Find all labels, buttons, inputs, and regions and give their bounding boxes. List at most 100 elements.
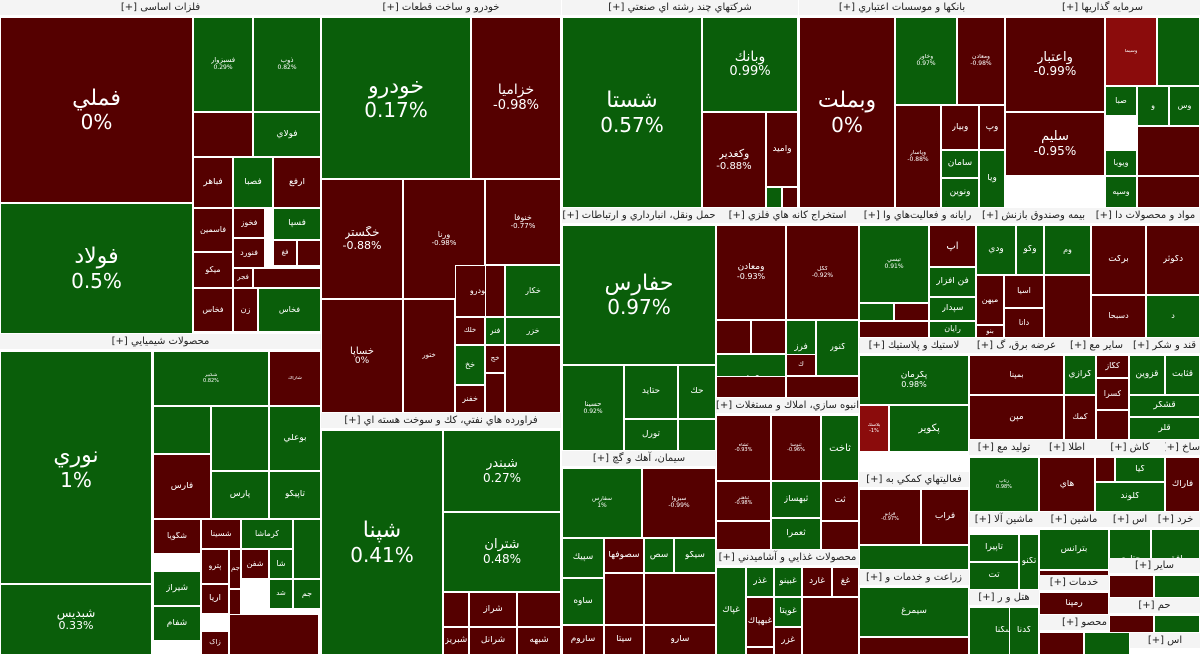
stock-tile[interactable]: ثباهنر -0.98% <box>716 481 771 521</box>
stock-tile[interactable]: سامان <box>941 150 979 178</box>
stock-tile[interactable]: ك <box>786 354 816 376</box>
stock-tile[interactable]: شبريز <box>443 627 469 655</box>
minor-stock-tile[interactable] <box>443 592 469 627</box>
stock-tile[interactable]: سبزوا -0.99% <box>642 468 716 538</box>
stock-tile[interactable]: غذر <box>746 567 774 597</box>
stock-tile[interactable]: ودي <box>976 225 1016 275</box>
stock-tile[interactable]: مپن <box>969 395 1064 440</box>
stock-tile[interactable]: غزر <box>774 627 802 655</box>
stock-tile[interactable]: قلر <box>1129 417 1200 440</box>
stock-tile[interactable]: ثشاه -0.93% <box>716 415 771 481</box>
stock-tile[interactable]: وبانك 0.99% <box>702 17 798 112</box>
stock-tile[interactable]: شاراك <box>269 351 321 406</box>
stock-tile[interactable]: فسپا <box>273 208 321 240</box>
stock-tile[interactable]: وپ <box>979 105 1005 150</box>
minor-stock-tile[interactable] <box>751 320 786 354</box>
minor-stock-tile[interactable] <box>1109 575 1154 598</box>
stock-tile[interactable]: فرابو -0.97% <box>859 489 921 545</box>
minor-stock-tile[interactable] <box>1154 575 1200 598</box>
stock-tile[interactable]: غپاك <box>716 567 746 655</box>
stock-tile[interactable]: ذوب 0.82% <box>253 17 321 112</box>
stock-tile[interactable]: خساپا 0% <box>321 299 403 413</box>
stock-tile[interactable]: وس <box>1169 86 1200 126</box>
stock-tile[interactable]: قشكر <box>1129 395 1200 417</box>
sector-title[interactable]: انبوه سازي، املاك و مستغلات [+] <box>716 398 859 413</box>
stock-tile[interactable]: وبيار <box>941 105 979 150</box>
minor-stock-tile[interactable] <box>1084 632 1130 655</box>
stock-tile[interactable]: غبينو <box>774 567 802 597</box>
stock-tile[interactable]: خودرو 0.17% <box>321 17 471 179</box>
sector-title[interactable]: ساير [+] <box>1109 558 1200 573</box>
sector-title[interactable]: فراورده هاي نفتي، كك و سوخت هسته اي [+] <box>321 413 561 428</box>
stock-tile[interactable]: دانا <box>1004 308 1044 338</box>
minor-stock-tile[interactable] <box>1137 176 1200 208</box>
stock-tile[interactable]: خفنر <box>455 385 485 413</box>
stock-tile[interactable]: تاپيرا <box>969 534 1019 562</box>
sector-title[interactable]: شرکتهاي چند رشته اي صنعتي [+] <box>562 0 798 15</box>
stock-tile[interactable]: تيسي 0.91% <box>859 225 929 303</box>
stock-tile[interactable]: د <box>1146 295 1200 338</box>
stock-tile[interactable]: حفارس 0.97% <box>562 225 716 365</box>
minor-stock-tile[interactable] <box>782 187 798 208</box>
stock-tile[interactable]: تاپيكو <box>269 471 321 519</box>
stock-tile[interactable]: ومعادن -0.98% <box>957 17 1005 105</box>
minor-stock-tile[interactable] <box>766 187 782 208</box>
stock-tile[interactable]: حسينا 0.92% <box>562 365 624 451</box>
stock-tile[interactable]: ثبهساز <box>771 481 821 518</box>
sector-title[interactable]: خدمات [+] <box>1039 575 1109 590</box>
stock-tile[interactable]: وبملت 0% <box>799 17 895 208</box>
stock-tile[interactable]: شتران 0.48% <box>443 512 561 592</box>
stock-tile[interactable]: غآرد <box>802 567 832 597</box>
minor-stock-tile[interactable] <box>1095 457 1115 482</box>
minor-stock-tile[interactable] <box>786 376 859 398</box>
stock-tile[interactable]: جم <box>293 579 321 609</box>
sector-title[interactable]: استخراج کانه هاي فلزي [+] <box>716 208 859 223</box>
stock-tile[interactable]: شد <box>269 579 293 609</box>
stock-tile[interactable]: فنورد <box>233 238 265 268</box>
stock-tile[interactable]: فخاس <box>193 288 233 332</box>
stock-tile[interactable]: فن افزار <box>929 267 976 297</box>
stock-tile[interactable]: نوري 1% <box>0 351 152 584</box>
sector-title[interactable]: عرضه برق، گ [+] <box>969 338 1064 353</box>
stock-tile[interactable]: خزاميا -0.98% <box>471 17 561 179</box>
stock-tile[interactable]: وم <box>1044 225 1091 275</box>
minor-stock-tile[interactable] <box>293 519 321 579</box>
stock-tile[interactable]: كرماشا <box>241 519 293 549</box>
stock-tile[interactable]: شگويا <box>153 519 201 554</box>
stock-tile[interactable]: كسرا <box>1096 378 1129 410</box>
stock-tile[interactable]: فباهر <box>193 157 233 208</box>
stock-tile[interactable]: رمپنا <box>1039 592 1109 615</box>
stock-tile[interactable]: سيتا <box>604 625 644 655</box>
minor-stock-tile[interactable] <box>229 614 319 655</box>
stock-tile[interactable]: ميكو <box>193 252 233 288</box>
minor-stock-tile[interactable] <box>1154 615 1200 633</box>
stock-tile[interactable]: ساوه <box>562 578 604 625</box>
stock-tile[interactable]: فنر <box>485 317 505 345</box>
stock-tile[interactable]: كرازي <box>1064 355 1096 395</box>
minor-stock-tile[interactable] <box>505 345 561 413</box>
minor-stock-tile[interactable] <box>859 303 894 321</box>
minor-stock-tile[interactable] <box>485 373 505 413</box>
stock-tile[interactable]: سيمرغ <box>859 587 969 637</box>
stock-tile[interactable]: سارو <box>644 625 716 655</box>
stock-tile[interactable]: صبا <box>1105 86 1137 116</box>
minor-stock-tile[interactable] <box>716 320 751 354</box>
minor-stock-tile[interactable] <box>485 265 505 317</box>
stock-tile[interactable]: واميد <box>766 112 798 187</box>
stock-tile[interactable]: ثت <box>821 481 859 521</box>
stock-tile[interactable]: دكوثر <box>1146 225 1200 295</box>
stock-tile[interactable]: شرانل <box>469 627 517 655</box>
minor-stock-tile[interactable] <box>604 573 644 625</box>
stock-tile[interactable]: سفارس 1% <box>562 468 642 538</box>
stock-tile[interactable]: رايان <box>929 321 976 338</box>
stock-tile[interactable]: كنور <box>816 320 859 376</box>
minor-stock-tile[interactable] <box>1157 17 1200 86</box>
minor-stock-tile[interactable] <box>859 545 969 570</box>
stock-tile[interactable]: ثاخت <box>821 415 859 481</box>
sector-title[interactable]: لاستيك و پلاستيك [+] <box>859 338 969 353</box>
stock-tile[interactable]: آريا <box>201 584 229 614</box>
stock-tile[interactable]: بترانس <box>1039 529 1109 570</box>
stock-tile[interactable]: سليم -0.95% <box>1005 112 1105 176</box>
sector-title[interactable]: فعاليتهاي كمكي به [+] <box>859 472 969 487</box>
stock-tile[interactable]: كگل -0.92% <box>786 225 859 320</box>
